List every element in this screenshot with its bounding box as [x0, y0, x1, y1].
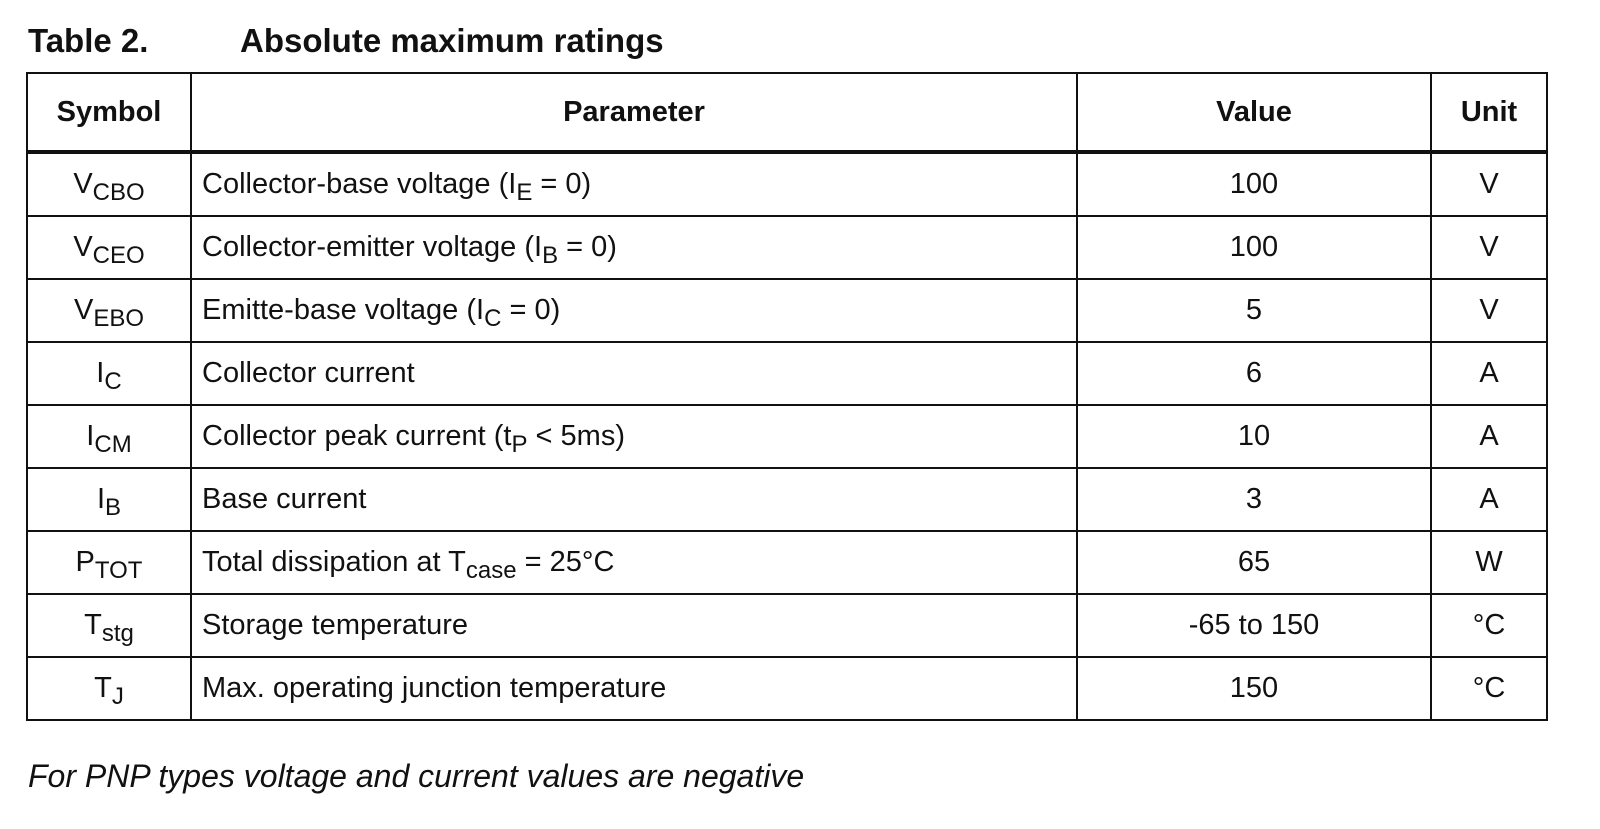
text: = 0) — [532, 168, 592, 200]
subscript: CEO — [92, 242, 145, 269]
footnote: For PNP types voltage and current values… — [28, 758, 805, 794]
table-row: IC Collector current 6 A — [26, 341, 1548, 406]
header-cell: Value — [1076, 72, 1432, 154]
parameter-cell: Collector-base voltage (IE = 0) — [190, 151, 1078, 217]
subscript: B — [542, 242, 559, 269]
text: I — [96, 357, 105, 389]
text: I — [86, 420, 95, 452]
symbol-cell: IC — [26, 341, 192, 406]
subscript: J — [111, 683, 124, 710]
unit-cell: V — [1430, 278, 1548, 343]
subscript: CBO — [92, 179, 145, 206]
unit-cell: V — [1430, 151, 1548, 217]
unit-cell: W — [1430, 530, 1548, 595]
value-cell: 65 — [1076, 530, 1432, 595]
subscript: C — [484, 305, 502, 332]
symbol-cell: VCBO — [26, 151, 192, 217]
text: V — [73, 168, 93, 200]
value-cell: 3 — [1076, 467, 1432, 532]
unit-cell: A — [1430, 341, 1548, 406]
ratings-table: Symbol Parameter Value Unit VCBO Collector-b… — [26, 72, 1548, 721]
table-row: VCEO Collector-emitter voltage (IB = 0) 10… — [26, 215, 1548, 280]
unit-cell: A — [1430, 404, 1548, 469]
symbol-cell: VEBO — [26, 278, 192, 343]
parameter-cell: Max. operating junction temperature — [190, 656, 1078, 721]
table-row: PTOT Total dissipation at Tcase = 25°C 65 W — [26, 530, 1548, 595]
subscript: E — [516, 179, 533, 206]
subscript: stg — [101, 620, 134, 647]
text: T — [84, 609, 102, 641]
subscript: B — [105, 494, 122, 521]
text: Storage temperature — [202, 609, 468, 641]
value-cell: 10 — [1076, 404, 1432, 469]
text: = 0) — [558, 231, 617, 263]
table-row: IB Base current 3 A — [26, 467, 1548, 532]
subscript: CM — [94, 431, 132, 458]
parameter-cell: Collector-emitter voltage (IB = 0) — [190, 215, 1078, 280]
unit-cell: A — [1430, 467, 1548, 532]
text: Base current — [202, 483, 367, 515]
text: < 5ms) — [527, 420, 625, 452]
symbol-cell: TJ — [26, 656, 192, 721]
text: Collector-base voltage (I — [202, 168, 517, 200]
table-row: VCBO Collector-base voltage (IE = 0) 100 V — [26, 151, 1548, 217]
text: I — [96, 483, 106, 515]
table-row: ICM Collector peak current (tP < 5ms) 10 A — [26, 404, 1548, 469]
parameter-cell: Emitte-base voltage (IC = 0) — [190, 278, 1078, 343]
symbol-cell: IB — [26, 467, 192, 532]
subscript: TOT — [94, 557, 143, 584]
table-row: Tstg Storage temperature -65 to 150 °C — [26, 593, 1548, 658]
subscript: EBO — [93, 305, 145, 332]
text: T — [94, 672, 112, 704]
text: = 25°C — [516, 546, 615, 578]
value-cell: 6 — [1076, 341, 1432, 406]
text: Collector peak current (t — [202, 420, 512, 452]
parameter-cell: Storage temperature — [190, 593, 1078, 658]
text: V — [73, 294, 94, 326]
text: V — [73, 231, 93, 263]
text: Collector current — [202, 357, 415, 389]
symbol-cell: ICM — [26, 404, 192, 469]
symbol-cell: PTOT — [26, 530, 192, 595]
value-cell: -65 to 150 — [1076, 593, 1432, 658]
value-cell: 150 — [1076, 656, 1432, 721]
symbol-cell: Tstg — [26, 593, 192, 658]
parameter-cell: Base current — [190, 467, 1078, 532]
value-cell: 100 — [1076, 215, 1432, 280]
header-cell: Parameter — [190, 72, 1078, 154]
text: Emitte-base voltage (I — [202, 294, 485, 326]
table-body: VCBO Collector-base voltage (IE = 0) 100 V V… — [26, 151, 1548, 721]
text: P — [75, 546, 95, 578]
parameter-cell: Total dissipation at Tcase = 25°C — [190, 530, 1078, 595]
table-row: VEBO Emitte-base voltage (IC = 0) 5 V — [26, 278, 1548, 343]
header-cell: Unit — [1430, 72, 1548, 154]
text: = 0) — [501, 294, 561, 326]
table-caption: Absolute maximum ratings — [240, 22, 664, 59]
subscript: P — [511, 431, 528, 458]
value-cell: 100 — [1076, 151, 1432, 217]
unit-cell: °C — [1430, 656, 1548, 721]
table-number: Table 2. — [28, 22, 149, 59]
header-row: Symbol Parameter Value Unit — [26, 72, 1548, 154]
subscript: C — [104, 368, 122, 395]
text: Total dissipation at T — [202, 546, 466, 578]
subscript: case — [465, 557, 517, 584]
text: Max. operating junction temperature — [202, 672, 667, 704]
text: Collector-emitter voltage (I — [202, 231, 543, 263]
parameter-cell: Collector current — [190, 341, 1078, 406]
header-cell: Symbol — [26, 72, 192, 154]
value-cell: 5 — [1076, 278, 1432, 343]
symbol-cell: VCEO — [26, 215, 192, 280]
unit-cell: V — [1430, 215, 1548, 280]
table-row: TJ Max. operating junction temperature 150… — [26, 656, 1548, 721]
parameter-cell: Collector peak current (tP < 5ms) — [190, 404, 1078, 469]
unit-cell: °C — [1430, 593, 1548, 658]
